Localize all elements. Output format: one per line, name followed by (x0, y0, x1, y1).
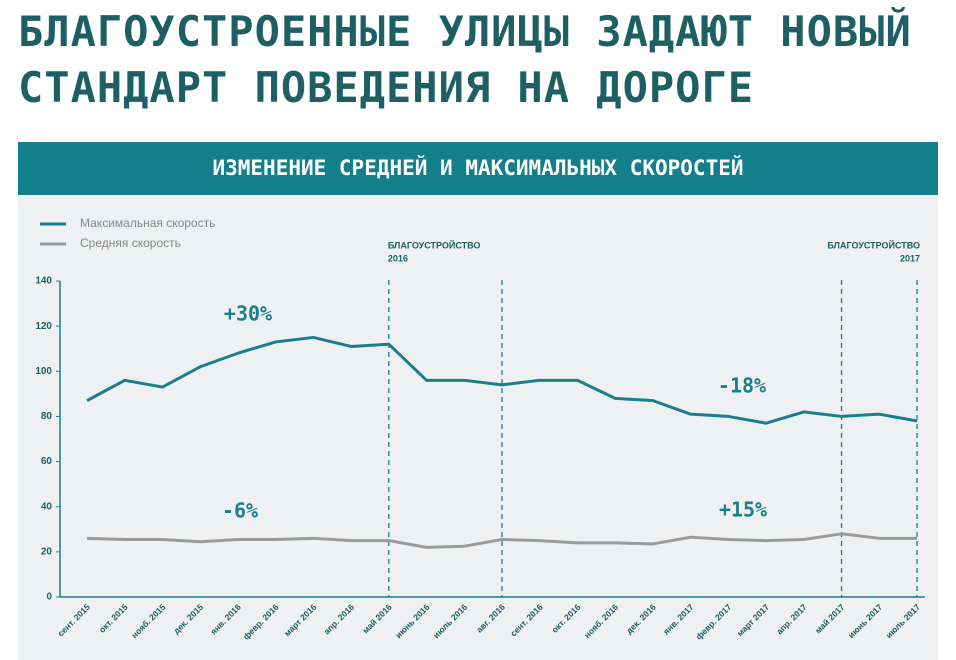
y-tick-label: 0 (46, 592, 52, 603)
chart-banner (18, 142, 938, 195)
headline: БЛАГОУСТРОЕННЫЕ УЛИЦЫ ЗАДАЮТ НОВЫЙ СТАНД… (18, 7, 912, 112)
y-tick-label: 140 (35, 276, 52, 287)
series-line (86, 532, 917, 549)
y-tick-label: 80 (41, 411, 53, 422)
chart-title: ИЗМЕНЕНИЕ СРЕДНЕЙ И МАКСИМАЛЬНЫХ СКОРОСТ… (212, 155, 743, 180)
y-tick-label: 60 (41, 456, 53, 467)
y-tick-label: 20 (41, 546, 53, 557)
change-label: -18% (718, 374, 766, 398)
annotation: 2016 (388, 253, 408, 263)
y-tick-label: 120 (35, 321, 52, 332)
annotation: БЛАГОУСТРОЙСТВО (827, 239, 920, 250)
legend-label: Средняя скорость (80, 236, 181, 250)
series-line (86, 335, 918, 425)
change-label: +15% (719, 498, 767, 522)
y-tick-label: 40 (41, 501, 53, 512)
chart-bg (18, 195, 938, 660)
change-label: -6% (222, 499, 258, 523)
annotation: БЛАГОУСТРОЙСТВО (388, 239, 481, 250)
change-label: +30% (224, 302, 272, 326)
y-tick-label: 100 (35, 366, 52, 377)
legend-label: Максимальная скорость (80, 216, 215, 230)
annotation: 2017 (900, 253, 920, 263)
